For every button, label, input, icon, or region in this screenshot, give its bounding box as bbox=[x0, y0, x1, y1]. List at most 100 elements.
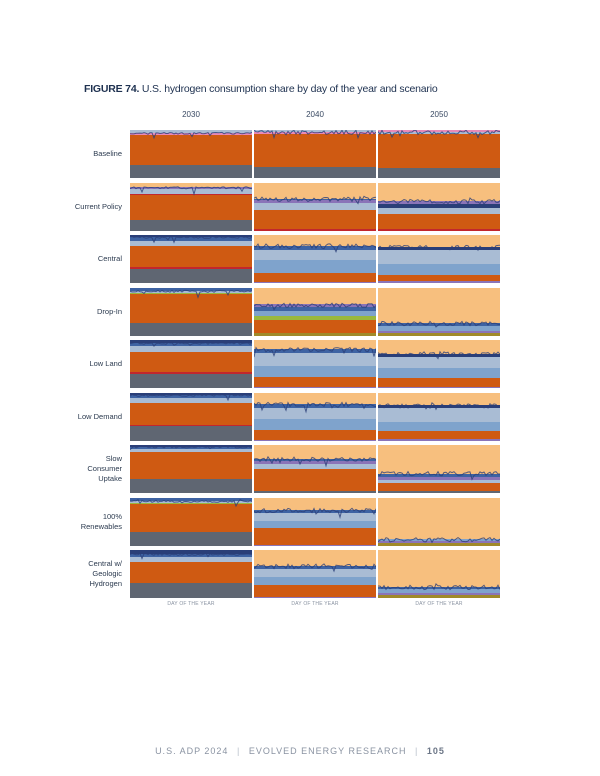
panel-7-0 bbox=[130, 497, 252, 546]
stacked-band bbox=[130, 397, 252, 403]
stacked-band bbox=[254, 419, 376, 430]
trace-line bbox=[254, 563, 376, 573]
panel-6-0 bbox=[130, 445, 252, 493]
daily-variation-trace bbox=[254, 400, 376, 414]
stacked-band bbox=[378, 431, 500, 440]
trace-line bbox=[130, 131, 252, 140]
stacked-band bbox=[378, 377, 500, 387]
footer-org: EVOLVED ENERGY RESEARCH bbox=[248, 746, 407, 756]
stacked-band bbox=[378, 368, 500, 378]
stacked-band bbox=[254, 568, 376, 577]
stacked-band bbox=[254, 459, 376, 462]
stacked-band bbox=[254, 566, 376, 570]
panel-1-0 bbox=[130, 182, 252, 231]
stacked-band bbox=[254, 527, 376, 545]
stacked-band bbox=[130, 134, 252, 165]
trace-line bbox=[130, 185, 252, 196]
row-label: Central w/Geologic Hydrogen bbox=[40, 559, 122, 589]
stacked-band bbox=[378, 408, 500, 422]
row-label-line: Consumer bbox=[87, 464, 122, 473]
stacked-band bbox=[254, 520, 376, 529]
daily-variation-trace bbox=[130, 185, 252, 196]
daily-variation-trace bbox=[130, 341, 252, 348]
stacked-band bbox=[130, 193, 252, 195]
stacked-band bbox=[378, 325, 500, 331]
trace-line bbox=[254, 455, 376, 468]
panel-0-2 bbox=[378, 130, 500, 178]
panel-2-1 bbox=[254, 235, 376, 283]
row-label: Current Policy bbox=[40, 202, 122, 212]
stacked-band bbox=[254, 576, 376, 585]
row-label-line: Low Land bbox=[89, 359, 122, 368]
stacked-band bbox=[378, 538, 500, 542]
stacked-band bbox=[254, 198, 376, 201]
stacked-band bbox=[130, 187, 252, 190]
stacked-band bbox=[130, 245, 252, 268]
panel-8-2 bbox=[378, 550, 500, 598]
stacked-band bbox=[130, 164, 252, 178]
trace-line bbox=[254, 195, 376, 205]
x-axis-label: DAY OF THE YEAR bbox=[291, 601, 339, 607]
daily-variation-trace bbox=[130, 552, 252, 560]
stacked-band bbox=[130, 425, 252, 441]
daily-variation-trace bbox=[378, 196, 500, 205]
stacked-band bbox=[378, 421, 500, 432]
column-header: 2050 bbox=[430, 110, 448, 119]
stacked-band bbox=[130, 451, 252, 479]
trace-line bbox=[130, 393, 252, 401]
row-label-line: Central bbox=[97, 254, 122, 263]
stacked-band bbox=[378, 263, 500, 276]
row-label-line: Drop-In bbox=[96, 306, 122, 316]
panel-5-0 bbox=[130, 392, 252, 441]
stacked-band bbox=[378, 438, 500, 441]
trace-line bbox=[130, 289, 252, 299]
stacked-band bbox=[378, 589, 500, 594]
panel-2-0 bbox=[130, 235, 252, 283]
stacked-band bbox=[130, 503, 252, 533]
stacked-band bbox=[378, 405, 500, 409]
stacked-band bbox=[130, 266, 252, 269]
stacked-band bbox=[254, 403, 376, 408]
daily-variation-trace bbox=[378, 583, 500, 591]
trace-line bbox=[378, 470, 500, 481]
stacked-band bbox=[378, 275, 500, 282]
stacked-band bbox=[254, 245, 376, 250]
stacked-band bbox=[378, 542, 500, 546]
panel-0-1 bbox=[254, 130, 376, 178]
stacked-band bbox=[254, 319, 376, 333]
stacked-band bbox=[254, 407, 376, 420]
row-label: 100% Renewables bbox=[40, 512, 122, 532]
stacked-band bbox=[378, 490, 500, 493]
stacked-band bbox=[254, 316, 376, 321]
stacked-band bbox=[130, 502, 252, 505]
trace-line bbox=[130, 341, 252, 348]
daily-variation-trace bbox=[378, 244, 500, 252]
x-axis-label: DAY OF THE YEAR bbox=[415, 601, 463, 607]
panel-4-2 bbox=[378, 340, 500, 388]
stacked-band bbox=[254, 260, 376, 273]
daily-variation-trace bbox=[130, 498, 252, 507]
row-label: Baseline bbox=[40, 149, 122, 159]
stacked-band bbox=[130, 322, 252, 336]
stacked-band bbox=[378, 228, 500, 231]
row-label-line: Uptake bbox=[98, 474, 122, 483]
daily-variation-trace bbox=[254, 563, 376, 573]
panel-8-0 bbox=[130, 550, 252, 598]
stacked-band bbox=[254, 306, 376, 311]
panel-1-2 bbox=[378, 182, 500, 231]
stacked-band bbox=[130, 237, 252, 242]
stacked-band bbox=[130, 194, 252, 220]
stacked-band bbox=[130, 240, 252, 247]
stacked-band bbox=[378, 250, 500, 264]
stacked-band bbox=[130, 373, 252, 388]
stacked-band bbox=[254, 544, 376, 546]
daily-variation-trace bbox=[130, 131, 252, 140]
panel-3-2 bbox=[378, 287, 500, 336]
row-label: Slow Consumer Uptake bbox=[40, 454, 122, 484]
stacked-band bbox=[130, 582, 252, 598]
stacked-band bbox=[254, 272, 376, 282]
panel-5-1 bbox=[254, 392, 376, 441]
row-label-line: Central w/ bbox=[88, 559, 122, 568]
column-header: 2040 bbox=[306, 110, 324, 119]
panel-5-2 bbox=[378, 392, 500, 441]
